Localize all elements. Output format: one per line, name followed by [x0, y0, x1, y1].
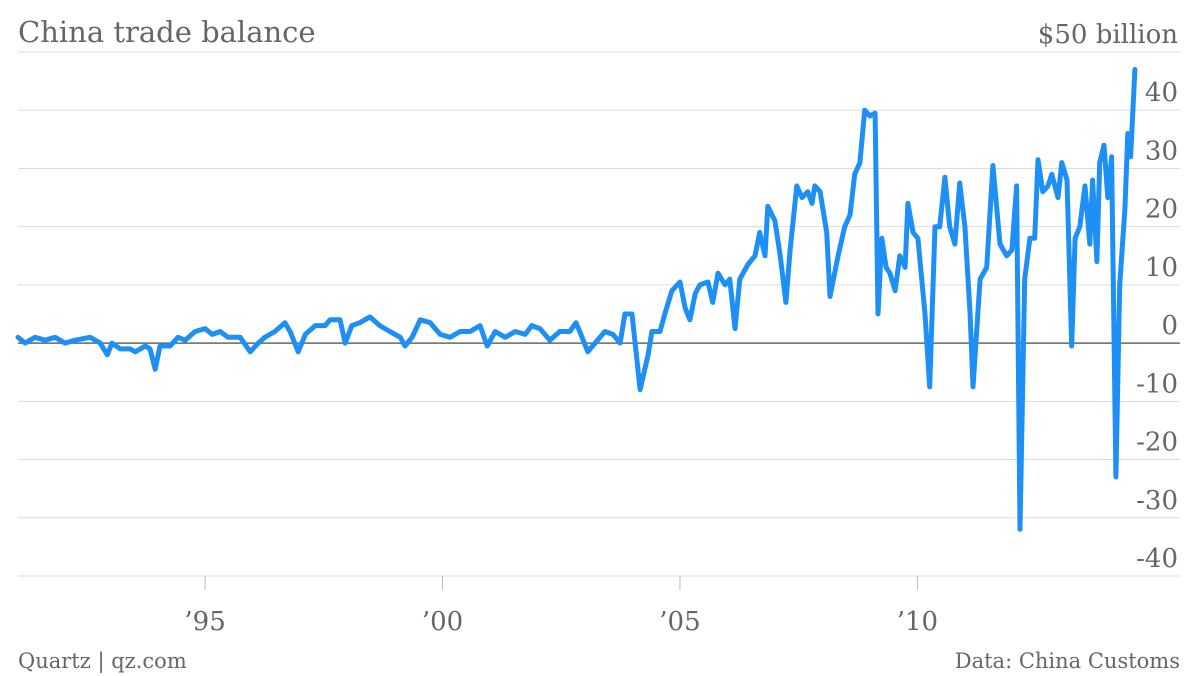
x-tick-label: ’10 — [897, 607, 938, 637]
y-tick-label: 10 — [1145, 253, 1178, 283]
credit: Quartz | qz.com — [18, 649, 187, 674]
line — [15, 67, 1138, 532]
y-tick-label: 20 — [1145, 195, 1178, 225]
y-tick-label: 40 — [1145, 78, 1178, 108]
y-tick-label: 0 — [1161, 311, 1178, 341]
y-tick-label: -10 — [1136, 369, 1178, 399]
y-tick-label: $50 billion — [1038, 20, 1178, 50]
y-tick-label: -30 — [1136, 486, 1178, 516]
y-tick-label: -20 — [1136, 428, 1178, 458]
x-tick-label: ’95 — [184, 607, 225, 637]
x-tick-label: ’00 — [422, 607, 463, 637]
y-tick-label: 30 — [1145, 136, 1178, 166]
chart-title: China trade balance — [18, 15, 316, 49]
x-tick-label: ’05 — [659, 607, 700, 637]
y-tick-label: -40 — [1136, 544, 1178, 574]
source: Data: China Customs — [955, 649, 1180, 673]
